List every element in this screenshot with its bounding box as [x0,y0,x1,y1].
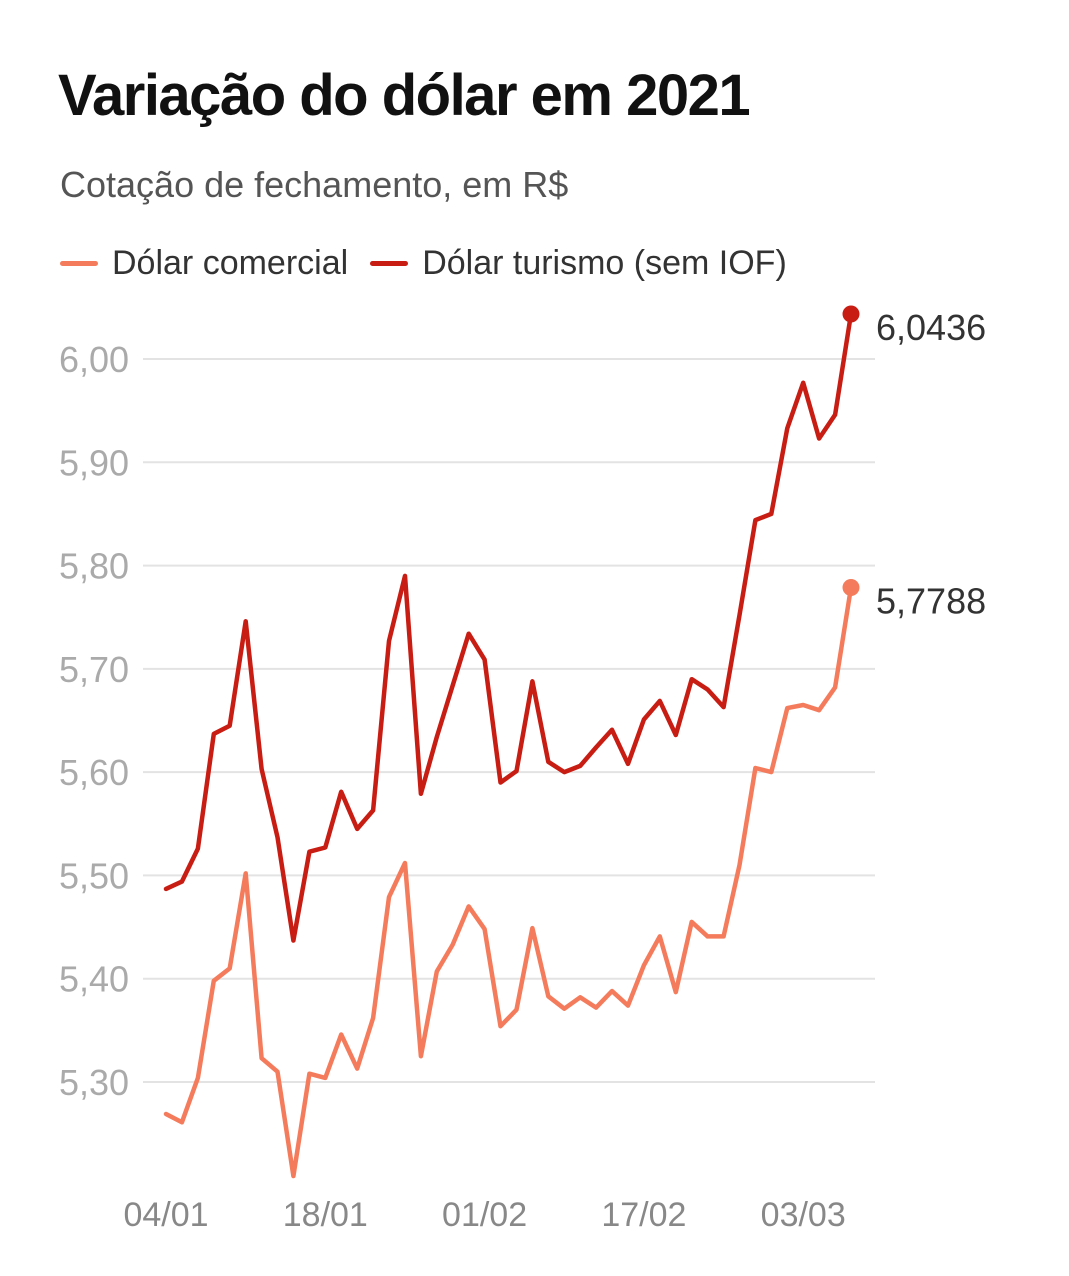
y-tick-label: 5,30 [59,1062,129,1103]
x-tick-label: 17/02 [601,1196,686,1234]
y-tick-label: 5,90 [59,442,129,483]
end-point-turismo [842,305,860,323]
legend-label-comercial: Dólar comercial [112,244,349,282]
x-tick-label: 03/03 [761,1196,846,1234]
legend-item-comercial: Dólar comercial [60,244,348,283]
x-tick-label: 04/01 [123,1196,208,1234]
end-value-label-turismo: 6,0436 [876,307,986,348]
y-tick-label: 5,60 [59,752,129,793]
end-point-comercial [842,578,860,596]
legend-item-turismo: Dólar turismo (sem IOF) [370,244,787,283]
series-line-comercial [163,585,854,1179]
legend-swatch-turismo [370,261,409,266]
legend-label-turismo: Dólar turismo (sem IOF) [422,244,787,282]
end-value-label-comercial: 5,7788 [876,580,986,621]
x-tick-label: 01/02 [442,1196,527,1234]
y-tick-label: 6,00 [59,339,129,380]
y-tick-label: 5,40 [59,959,129,1000]
legend-swatch-comercial [60,261,98,266]
series-line-turismo [163,311,854,943]
y-tick-label: 5,50 [59,855,129,896]
y-tick-label: 5,70 [59,649,129,690]
legend: Dólar comercial Dólar turismo (sem IOF) [60,244,809,283]
chart-title: Variação do dólar em 2021 [58,63,751,128]
y-tick-label: 5,80 [59,546,129,587]
chart-subtitle: Cotação de fechamento, em R$ [60,164,569,205]
x-tick-label: 18/01 [283,1196,368,1234]
